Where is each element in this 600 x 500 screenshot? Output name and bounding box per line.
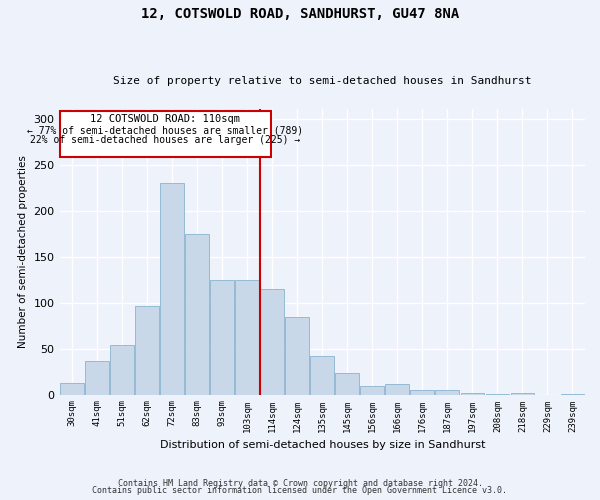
Bar: [511, 392, 535, 394]
Text: 22% of semi-detached houses are larger (225) →: 22% of semi-detached houses are larger (…: [30, 135, 301, 145]
Bar: [410, 390, 434, 394]
Bar: [385, 384, 409, 394]
Bar: [310, 356, 334, 395]
Bar: [110, 345, 134, 395]
Bar: [85, 360, 109, 394]
Bar: [235, 280, 259, 394]
Bar: [185, 234, 209, 394]
Bar: [286, 318, 309, 394]
FancyBboxPatch shape: [59, 112, 271, 158]
Bar: [461, 392, 484, 394]
X-axis label: Distribution of semi-detached houses by size in Sandhurst: Distribution of semi-detached houses by …: [160, 440, 485, 450]
Bar: [436, 390, 459, 394]
Text: 12 COTSWOLD ROAD: 110sqm: 12 COTSWOLD ROAD: 110sqm: [90, 114, 240, 124]
Bar: [160, 183, 184, 394]
Bar: [60, 382, 84, 394]
Text: 12, COTSWOLD ROAD, SANDHURST, GU47 8NA: 12, COTSWOLD ROAD, SANDHURST, GU47 8NA: [141, 8, 459, 22]
Text: Contains public sector information licensed under the Open Government Licence v3: Contains public sector information licen…: [92, 486, 508, 495]
Bar: [210, 280, 234, 394]
Bar: [335, 374, 359, 394]
Bar: [260, 289, 284, 395]
Bar: [361, 386, 384, 394]
Title: Size of property relative to semi-detached houses in Sandhurst: Size of property relative to semi-detach…: [113, 76, 532, 86]
Bar: [135, 306, 159, 394]
Text: Contains HM Land Registry data © Crown copyright and database right 2024.: Contains HM Land Registry data © Crown c…: [118, 478, 482, 488]
Y-axis label: Number of semi-detached properties: Number of semi-detached properties: [18, 156, 28, 348]
Text: ← 77% of semi-detached houses are smaller (789): ← 77% of semi-detached houses are smalle…: [27, 125, 303, 135]
